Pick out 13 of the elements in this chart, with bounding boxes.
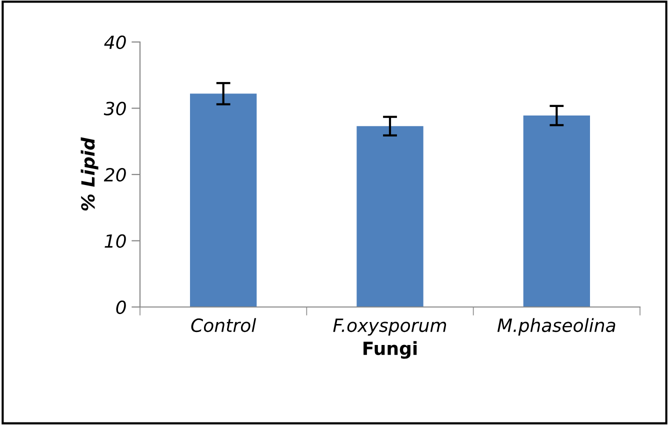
- bar: [523, 116, 590, 307]
- x-tick-label: M.phaseolina: [497, 318, 616, 336]
- y-tick-label: 0: [116, 300, 126, 314]
- y-tick-label: 10: [104, 234, 126, 248]
- x-tick-label: F.oxysporum: [333, 318, 446, 336]
- bar: [190, 94, 257, 307]
- bar: [356, 126, 424, 307]
- x-axis-title: Fungi: [364, 341, 417, 359]
- y-tick-label: 20: [104, 168, 126, 182]
- y-tick-label: 40: [104, 35, 126, 50]
- y-tick-label: 30: [104, 102, 126, 116]
- y-axis-title: % Lipid: [80, 137, 98, 211]
- x-tick-label: Control: [191, 318, 256, 332]
